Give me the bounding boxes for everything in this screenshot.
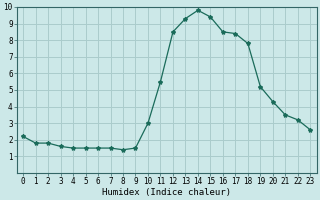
X-axis label: Humidex (Indice chaleur): Humidex (Indice chaleur)	[102, 188, 231, 197]
